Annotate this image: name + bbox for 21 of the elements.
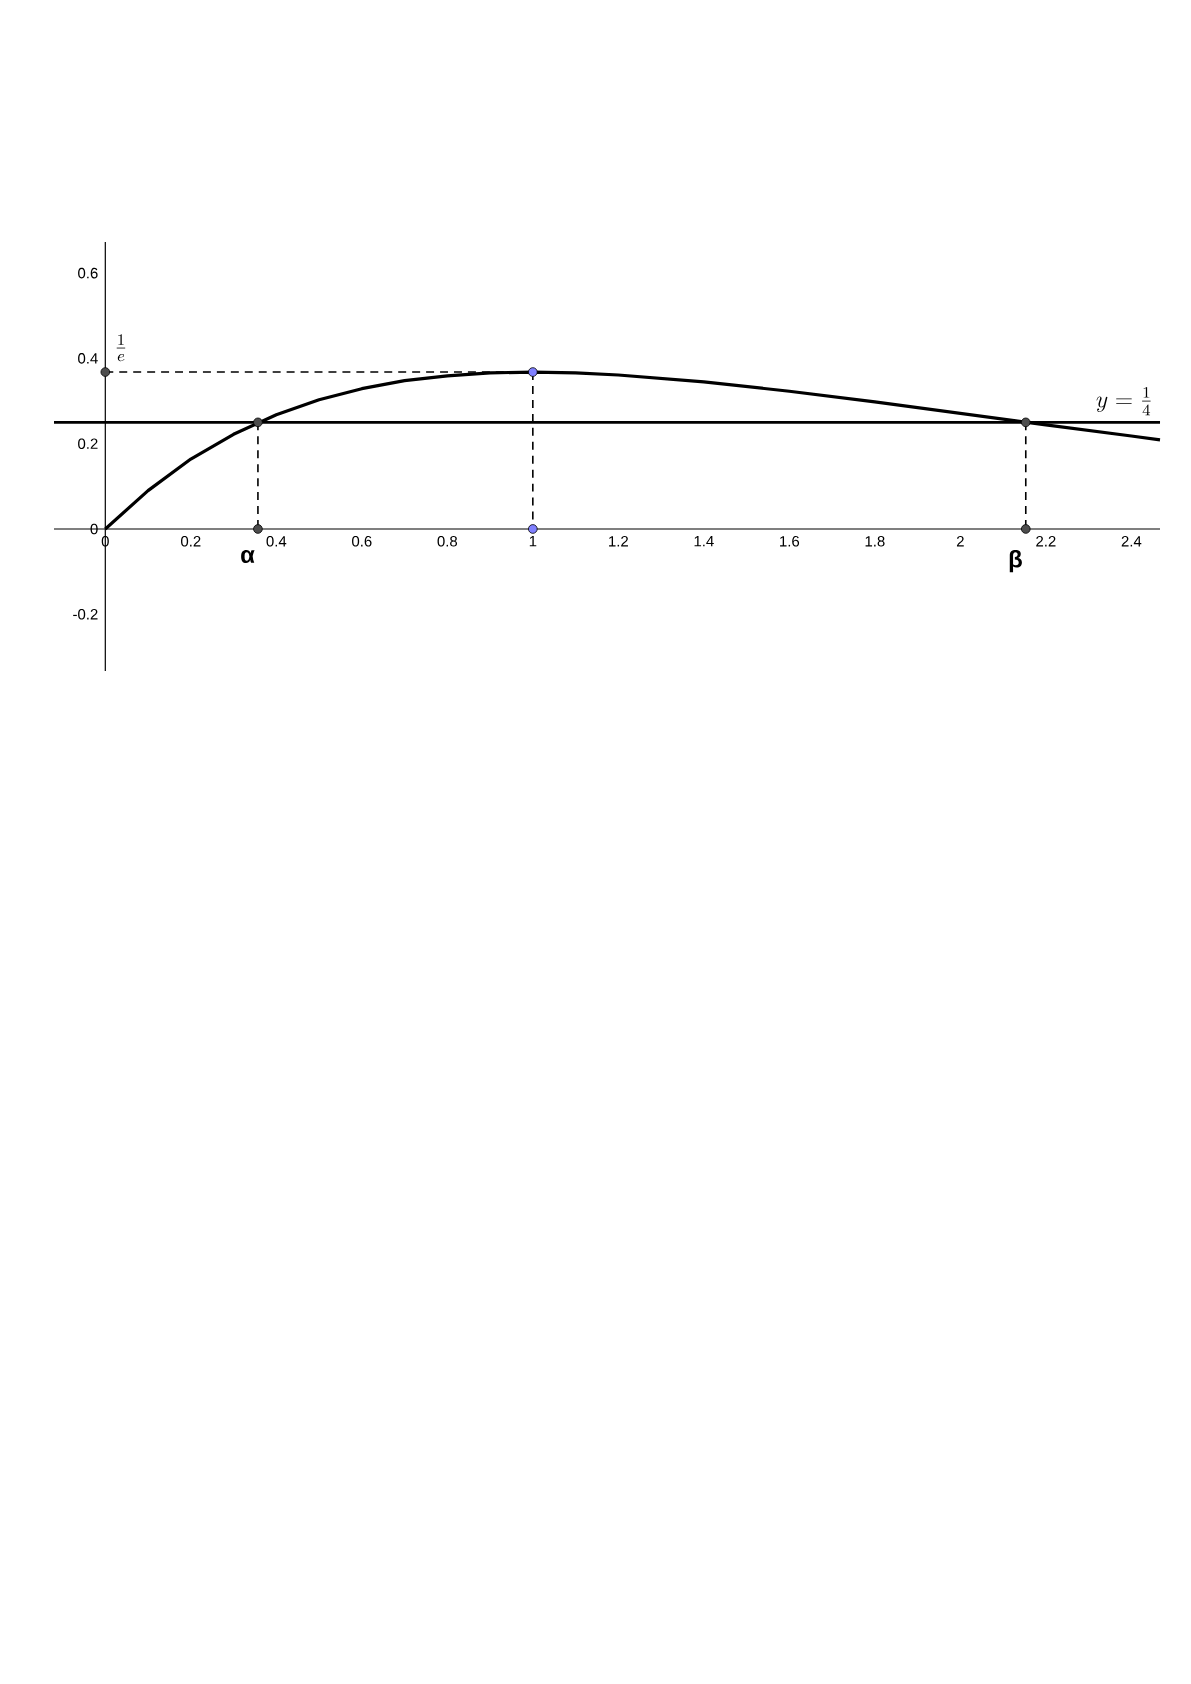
x-tick-label: 0.8: [437, 536, 458, 547]
annotation: β: [1009, 549, 1022, 573]
x-tick-label: 1.6: [780, 536, 800, 547]
x-tick-label: 1.2: [609, 536, 628, 547]
x-tick-label: 1.8: [865, 536, 885, 547]
y-tick-label: 0: [90, 523, 98, 535]
y-tick-label: 0.6: [78, 267, 98, 279]
x-tick-label: 0.4: [266, 536, 287, 547]
x-tick-label: 0.6: [352, 536, 372, 547]
y-tick-label: 0.2: [78, 438, 98, 449]
x-tick-label: 1: [529, 536, 537, 547]
annotation: α: [241, 549, 255, 564]
y-tick-label: 0.4: [78, 353, 98, 364]
ref-line-label: $y=\frac{1}{4}$: [1096, 387, 1151, 416]
x-tick-label: 0.2: [181, 536, 201, 547]
x-tick-label: 1.4: [694, 536, 714, 547]
x-tick-label: 2.4: [1121, 536, 1142, 547]
x-tick-label: 2.2: [1036, 536, 1056, 547]
x-tick-label: 2: [956, 536, 964, 547]
y-tick-label: -0.2: [73, 608, 98, 620]
annotation: $\frac{1}{e}$: [116, 334, 126, 362]
